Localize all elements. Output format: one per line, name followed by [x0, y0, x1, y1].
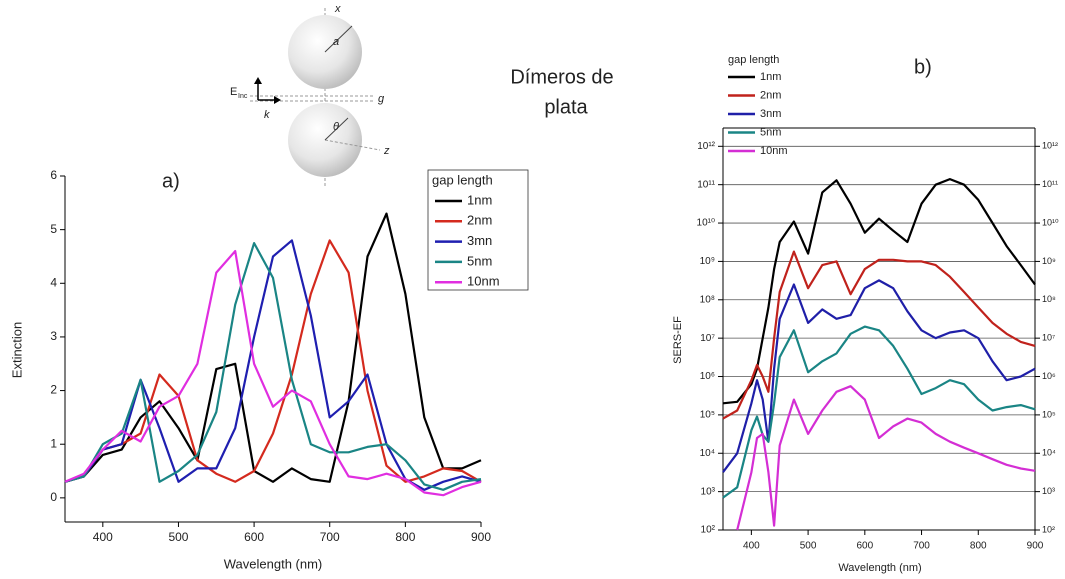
y2-tick-label: 10⁹: [1042, 256, 1056, 266]
y-tick-label: 10⁵: [700, 410, 715, 421]
y-tick-label: 10¹²: [697, 141, 715, 152]
y2-tick-label: 10⁶: [1042, 371, 1056, 381]
y-tick-label: 10¹¹: [697, 179, 715, 190]
diagram: x a E Inc k g θ z: [230, 3, 390, 186]
diagram-label: θ: [333, 121, 339, 133]
y-tick-label: 10⁸: [700, 294, 715, 305]
y-tick-label: 1: [50, 436, 57, 450]
y-tick-label: 10⁶: [700, 371, 715, 382]
heading: Dímeros de: [510, 66, 613, 88]
legend-label: 3mn: [467, 233, 492, 248]
y-axis-label: SERS-EF: [672, 316, 684, 364]
series-line: [723, 252, 1035, 419]
y-tick-label: 10²: [701, 525, 716, 536]
y-tick-label: 10⁹: [700, 256, 715, 267]
y2-tick-label: 10¹¹: [1042, 179, 1058, 189]
legend-label: 5nm: [760, 126, 781, 138]
legend-box: [428, 170, 528, 290]
x-tick-label: 800: [395, 530, 415, 544]
diagram-label: x: [334, 3, 341, 15]
y-tick-label: 10³: [701, 486, 716, 497]
x-tick-label: 900: [471, 530, 491, 544]
y2-tick-label: 10⁷: [1042, 333, 1055, 343]
x-tick-label: 700: [913, 541, 930, 552]
x-tick-label: 800: [970, 541, 987, 552]
panel-label: b): [914, 56, 932, 78]
y-tick-label: 10⁷: [700, 333, 715, 344]
legend-label: 2nm: [760, 89, 781, 101]
x-tick-label: 400: [93, 530, 113, 544]
x-tick-label: 600: [244, 530, 264, 544]
y-axis-label: Extinction: [9, 322, 24, 378]
heading: plata: [544, 96, 588, 118]
y-tick-label: 3: [50, 329, 57, 343]
y-tick-label: 6: [50, 168, 57, 182]
legend-title: gap length: [728, 54, 779, 66]
panel-label: a): [162, 170, 180, 192]
legend-label: 10nm: [467, 274, 500, 289]
series-line: [65, 243, 481, 490]
y-tick-label: 0: [50, 490, 57, 504]
diagram-label: z: [383, 145, 390, 157]
y2-tick-label: 10⁸: [1042, 294, 1056, 304]
y-tick-label: 10⁴: [700, 448, 715, 459]
y-tick-label: 10¹⁰: [697, 218, 715, 229]
arrowhead: [274, 96, 281, 104]
legend-label: 3nm: [760, 108, 781, 120]
legend-label: 1nm: [760, 71, 781, 83]
legend-label: 10nm: [760, 145, 788, 157]
x-tick-label: 900: [1027, 541, 1044, 552]
y-tick-label: 4: [50, 275, 57, 289]
diagram-label: k: [264, 109, 270, 121]
figure: x a E Inc k g θ z Dímeros de plata 0 1 2 3 4…: [0, 0, 1065, 579]
legend-label: 1nm: [467, 192, 492, 207]
y2-tick-label: 10⁴: [1042, 448, 1056, 458]
y2-tick-label: 10³: [1042, 486, 1055, 496]
diagram-label: g: [378, 93, 385, 105]
diagram-label: a: [333, 36, 339, 48]
x-tick-label: 500: [800, 541, 817, 552]
arrowhead: [254, 77, 262, 84]
diagram-label: Inc: [238, 93, 248, 100]
y2-tick-label: 10¹⁰: [1042, 217, 1059, 227]
legend-label: 5nm: [467, 253, 492, 268]
x-axis-label: Wavelength (nm): [838, 562, 921, 574]
diagram-label: E: [230, 86, 237, 98]
x-tick-label: 400: [743, 541, 760, 552]
legend-label: 2nm: [467, 213, 492, 228]
x-tick-label: 600: [856, 541, 873, 552]
y-tick-label: 2: [50, 383, 57, 397]
legend-title: gap length: [432, 172, 493, 187]
x-axis-label: Wavelength (nm): [224, 556, 323, 571]
y2-tick-label: 10⁵: [1042, 409, 1056, 419]
y2-tick-label: 10²: [1042, 524, 1055, 534]
y-tick-label: 5: [50, 222, 57, 236]
y2-tick-label: 10¹²: [1042, 141, 1058, 151]
x-tick-label: 700: [320, 530, 340, 544]
x-tick-label: 500: [168, 530, 188, 544]
